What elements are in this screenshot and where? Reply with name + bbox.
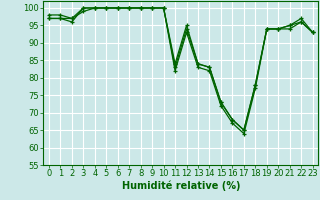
X-axis label: Humidité relative (%): Humidité relative (%)	[122, 181, 240, 191]
